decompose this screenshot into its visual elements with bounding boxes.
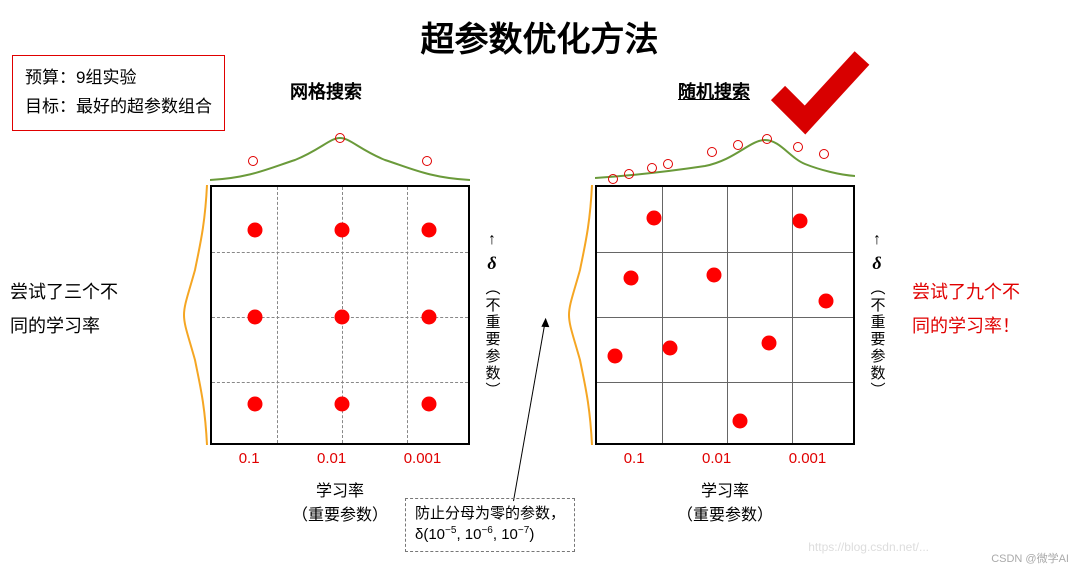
left-side-note: 尝试了三个不 同的学习率 xyxy=(10,275,180,343)
watermark-url: https://blog.csdn.net/... xyxy=(808,540,929,554)
sample-dot xyxy=(421,223,436,238)
grid-panel-title: 网格搜索 xyxy=(290,78,362,104)
dn-sup3: −7 xyxy=(518,525,529,536)
marginal-ring xyxy=(608,174,618,184)
gridline-v xyxy=(727,187,728,443)
sample-dot xyxy=(248,310,263,325)
delta-note-l1: 防止分母为零的参数， xyxy=(415,505,565,522)
xtick-label: 0.01 xyxy=(317,450,346,467)
sample-dot xyxy=(421,396,436,411)
random-delta: δ xyxy=(872,253,881,274)
sample-dot xyxy=(792,213,807,228)
marginal-ring xyxy=(624,169,634,179)
right-note-l1: 尝试了九个不 xyxy=(912,282,1020,302)
sample-dot xyxy=(608,349,623,364)
dn-sup2: −6 xyxy=(481,525,492,536)
left-note-l2: 同的学习率 xyxy=(10,316,100,336)
page-title: 超参数优化方法 xyxy=(0,12,1079,61)
watermark: CSDN @微学AI xyxy=(991,550,1069,566)
marginal-ring xyxy=(819,149,829,159)
dn-suffix: ) xyxy=(529,526,534,543)
sample-dot xyxy=(662,341,677,356)
gridline-h xyxy=(597,382,853,383)
grid-xticks: 0.1 0.01 0.001 xyxy=(210,450,470,467)
budget-line2: 目标：最好的超参数组合 xyxy=(25,93,212,122)
grid-ylabel: ↑ δ （不重要参数） xyxy=(480,185,504,445)
marginal-ring xyxy=(647,163,657,173)
right-side-note: 尝试了九个不 同的学习率！ xyxy=(912,275,1079,343)
xtick-label: 0.001 xyxy=(404,450,442,467)
random-ylabel-text: （不重要参数） xyxy=(867,280,888,399)
grid-plot xyxy=(210,185,470,445)
sample-dot xyxy=(761,336,776,351)
sample-dot xyxy=(707,268,722,283)
gridline-h xyxy=(597,317,853,318)
dn-sup1: −5 xyxy=(445,525,456,536)
marginal-ring xyxy=(663,159,673,169)
delta-note-l2: δ(10−5, 10−6, 10−7) xyxy=(415,526,534,543)
marginal-ring xyxy=(422,156,432,166)
random-panel-title: 随机搜索 xyxy=(678,78,750,104)
budget-line1: 预算：9组实验 xyxy=(25,64,212,93)
xtick-label: 0.1 xyxy=(624,450,645,467)
gridline-v xyxy=(792,187,793,443)
sample-dot xyxy=(335,310,350,325)
sample-dot xyxy=(421,310,436,325)
sample-dot xyxy=(647,211,662,226)
grid-arrow-up-icon: ↑ xyxy=(488,231,496,249)
left-note-l1: 尝试了三个不 xyxy=(10,282,118,302)
checkmark-icon xyxy=(770,48,870,138)
grid-left-distribution xyxy=(180,185,210,445)
delta-note-box: 防止分母为零的参数， δ(10−5, 10−6, 10−7) xyxy=(405,498,575,552)
gridline-h xyxy=(597,252,853,253)
marginal-ring xyxy=(762,134,772,144)
gridline-h xyxy=(212,382,468,383)
grid-delta: δ xyxy=(487,253,496,274)
marginal-ring xyxy=(248,156,258,166)
sample-dot xyxy=(335,223,350,238)
xtick-label: 0.001 xyxy=(789,450,827,467)
gridline-h xyxy=(212,252,468,253)
grid-xlabel-l2: （重要参数） xyxy=(292,507,388,524)
grid-xlabel-l1: 学习率 xyxy=(316,483,364,500)
marginal-ring xyxy=(733,140,743,150)
marginal-ring xyxy=(707,147,717,157)
random-xlabel-l1: 学习率 xyxy=(701,483,749,500)
dn-mid1: , 10 xyxy=(456,526,481,543)
gridline-v xyxy=(407,187,408,443)
random-plot xyxy=(595,185,855,445)
random-xticks: 0.1 0.01 0.001 xyxy=(595,450,855,467)
random-top-distribution xyxy=(595,130,855,185)
grid-ylabel-text: （不重要参数） xyxy=(482,280,503,399)
random-xlabel-l2: （重要参数） xyxy=(677,507,773,524)
xtick-label: 0.1 xyxy=(239,450,260,467)
random-left-distribution xyxy=(565,185,595,445)
sample-dot xyxy=(733,414,748,429)
right-note-l2: 同的学习率！ xyxy=(912,316,1020,336)
delta-arrow xyxy=(513,319,546,501)
grid-panel: 0.10.010.001 学习率 （重要参数） ↑ δ （不重要参数） xyxy=(180,130,500,445)
sample-dot xyxy=(248,223,263,238)
sample-dot xyxy=(818,294,833,309)
sample-dot xyxy=(248,396,263,411)
marginal-ring xyxy=(793,142,803,152)
gridline-v xyxy=(662,187,663,443)
dn-mid2: , 10 xyxy=(493,526,518,543)
marginal-ring xyxy=(335,133,345,143)
dn-prefix: δ(10 xyxy=(415,526,445,543)
random-xlabel: 学习率 （重要参数） xyxy=(595,480,855,528)
xtick-label: 0.01 xyxy=(702,450,731,467)
sample-dot xyxy=(623,271,638,286)
budget-box: 预算：9组实验 目标：最好的超参数组合 xyxy=(12,55,225,131)
random-panel: 0.10.010.001 学习率 （重要参数） ↑ δ （不重要参数） xyxy=(565,130,885,445)
random-ylabel: ↑ δ （不重要参数） xyxy=(865,185,889,445)
sample-dot xyxy=(335,396,350,411)
random-arrow-up-icon: ↑ xyxy=(873,231,881,249)
gridline-v xyxy=(277,187,278,443)
